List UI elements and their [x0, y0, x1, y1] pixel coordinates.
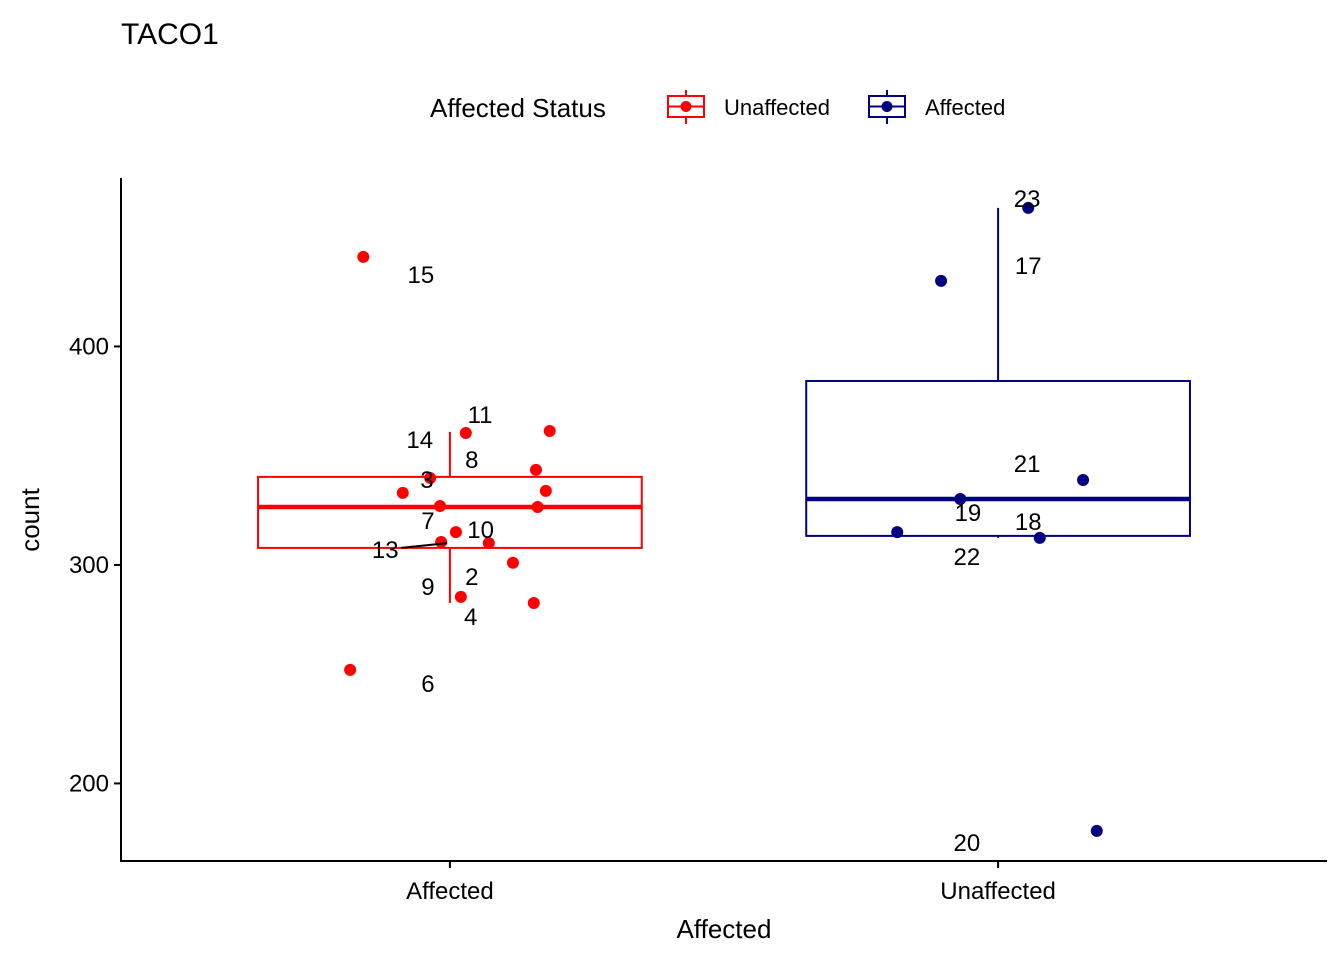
- point-label: 3: [420, 467, 433, 494]
- point-label: 6: [421, 671, 434, 698]
- box-group-affected: 15 11 14 8 3 7 10 13 9 2 4 6: [257, 250, 643, 698]
- data-point: [434, 499, 447, 512]
- y-tick-label: 300: [69, 552, 109, 579]
- data-point: [527, 596, 540, 609]
- point-label: 22: [953, 544, 980, 571]
- x-tick-label: Affected: [406, 878, 494, 905]
- data-point: [954, 492, 967, 505]
- data-point: [1077, 473, 1090, 486]
- legend-point: [680, 101, 692, 112]
- point-label: 20: [953, 830, 980, 857]
- point-label: 14: [406, 427, 433, 454]
- chart-title: TACO1: [121, 18, 219, 51]
- point-label: 2: [465, 564, 478, 591]
- box: [805, 379, 1191, 537]
- label-segment: [401, 542, 448, 549]
- data-point: [1090, 824, 1103, 837]
- data-point: [506, 556, 519, 569]
- data-point: [935, 274, 948, 287]
- y-tick-label: 200: [69, 770, 109, 797]
- data-point: [531, 501, 544, 514]
- data-point: [344, 663, 357, 676]
- point-label: 19: [955, 500, 982, 527]
- x-tick-label: Unaffected: [940, 878, 1056, 905]
- data-point: [543, 425, 556, 438]
- legend-title: Affected Status: [430, 93, 606, 123]
- data-point: [459, 426, 472, 439]
- point-label: 9: [421, 574, 434, 601]
- legend-key-affected: Affected: [868, 90, 1005, 124]
- data-point: [482, 537, 495, 550]
- data-point: [454, 590, 467, 603]
- legend-label: Unaffected: [724, 95, 830, 120]
- data-point: [891, 526, 904, 539]
- legend-point: [881, 101, 893, 112]
- data-point: [435, 536, 448, 549]
- legend-label: Affected: [925, 95, 1005, 120]
- data-point: [1022, 201, 1035, 214]
- box-group-unaffected: 23 17 21 19 18 22 20: [805, 186, 1191, 857]
- data-point: [424, 471, 437, 484]
- y-tick-label: 400: [69, 333, 109, 360]
- x-axis-title: Affected: [677, 914, 772, 944]
- point-label: 7: [421, 508, 434, 535]
- data-point: [529, 463, 542, 476]
- data-point: [1033, 531, 1046, 544]
- point-label: 11: [468, 402, 493, 429]
- point-label: 17: [1015, 253, 1042, 280]
- point-label: 4: [464, 604, 477, 631]
- point-label: 23: [1014, 186, 1041, 213]
- y-axis-title: count: [15, 487, 45, 551]
- point-label: 8: [465, 447, 478, 474]
- data-point: [539, 484, 552, 497]
- legend-key-unaffected: Unaffected: [667, 90, 830, 124]
- data-point: [357, 250, 370, 263]
- point-label: 15: [408, 262, 435, 289]
- data-point: [449, 526, 462, 539]
- data-point: [396, 486, 409, 499]
- point-label: 13: [372, 537, 399, 564]
- point-label: 21: [1014, 451, 1041, 478]
- box: [257, 475, 643, 549]
- legend: Affected Status Unaffected Affected: [430, 90, 1005, 124]
- point-label: 10: [467, 517, 494, 544]
- point-label: 18: [1015, 509, 1042, 536]
